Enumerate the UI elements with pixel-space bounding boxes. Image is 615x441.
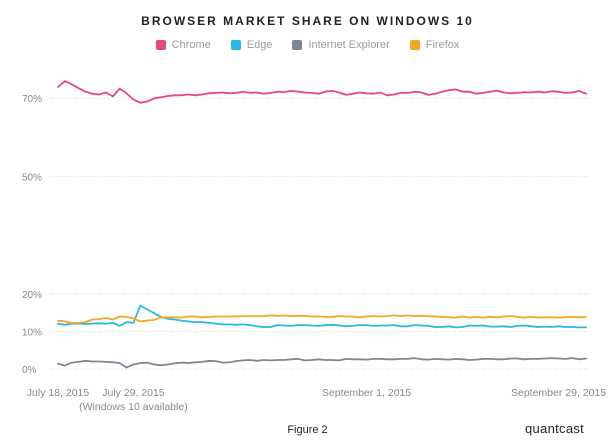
legend-item-chrome: Chrome <box>155 39 211 51</box>
series-line-edge <box>57 304 587 329</box>
series-line-firefox <box>57 314 587 324</box>
series-line-chrome <box>57 80 587 104</box>
legend-label-edge: Edge <box>246 39 273 51</box>
y-tick-label: 70% <box>22 94 42 105</box>
legend-swatch-internet-explorer <box>292 40 303 50</box>
legend-swatch-firefox <box>409 40 420 50</box>
legend-item-firefox: Firefox <box>409 39 460 51</box>
x-tick-label: September 1, 2015 <box>322 387 411 399</box>
legend-swatch-chrome <box>155 40 166 50</box>
series-line-internet-explorer <box>57 357 587 369</box>
legend-label-firefox: Firefox <box>425 39 460 51</box>
figure-label: Figure 2 <box>287 424 328 436</box>
chart-title: BROWSER MARKET SHARE ON WINDOWS 10 <box>141 14 474 28</box>
y-tick-label: 50% <box>22 172 42 183</box>
legend-swatch-edge <box>230 40 241 50</box>
y-tick-label: 10% <box>22 328 42 339</box>
x-tick-label: July 29, 2015 <box>102 387 165 399</box>
y-tick-label: 20% <box>22 290 42 301</box>
legend: Chrome Edge Internet Explorer Firefox <box>0 39 615 51</box>
y-tick-label: 0% <box>22 365 37 376</box>
x-tick-label: September 29, 2015 <box>511 387 606 399</box>
x-tick-label: July 18, 2015 <box>27 387 90 399</box>
brand-logo-text: quantcast <box>525 421 585 436</box>
x-tick-sublabel: (Windows 10 available) <box>79 401 188 413</box>
legend-label-chrome: Chrome <box>171 39 211 51</box>
legend-item-edge: Edge <box>230 39 273 51</box>
legend-item-internet-explorer: Internet Explorer <box>292 39 390 51</box>
legend-label-internet-explorer: Internet Explorer <box>308 39 390 51</box>
